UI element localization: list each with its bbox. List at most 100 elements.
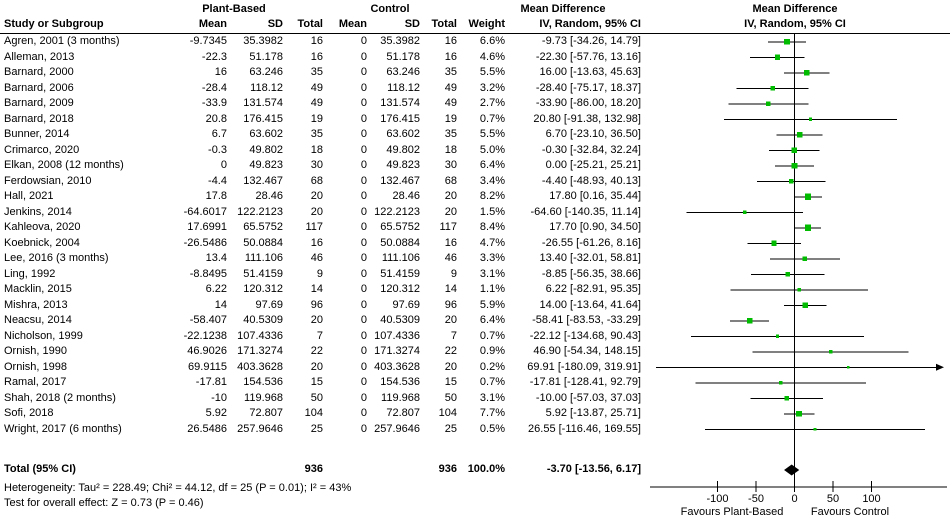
plant-sd: 49.802 [249,143,283,156]
overall-effect-note: Test for overall effect: Z = 0.73 (P = 0… [4,497,204,509]
study-name: Barnard, 2006 [4,81,74,94]
col-plant-total: Total [297,18,323,30]
point-estimate-marker [784,38,790,45]
md-ci-text: 20.80 [-91.38, 132.98] [533,112,641,125]
control-total: 46 [444,252,457,264]
control-sd: 63.246 [386,66,420,78]
control-total: 14 [444,283,457,295]
study-name: Jenkins, 2014 [4,205,72,218]
plant-mean: 0 [220,159,227,171]
control-sd: 132.467 [380,174,420,187]
weight: 5.0% [479,143,505,156]
clipped-right-arrow-icon [936,363,944,371]
md-ci-text: 14.00 [-13.64, 41.64] [539,298,641,311]
control-sd: 65.5752 [380,221,420,233]
control-mean: 0 [360,391,367,404]
plant-total: 20 [310,360,323,373]
study-name: Bunner, 2014 [4,128,70,140]
plant-mean: -8.8495 [189,267,227,280]
study-row: Koebnick, 2004 -26.5486 50.0884 16 0 50.0884 1… [0,236,641,252]
col-plant-sd: SD [267,18,283,30]
point-estimate-marker [779,381,783,385]
plant-sd: 65.5752 [243,221,283,233]
point-estimate-marker [770,85,775,91]
control-total: 117 [439,221,457,233]
tick-label: -50 [748,493,764,505]
plant-sd: 107.4336 [237,329,283,342]
control-sd: 72.807 [386,407,420,419]
weight: 3.3% [479,252,505,264]
plant-total: 19 [310,112,323,125]
plant-total: 104 [304,407,323,419]
plant-total: 30 [310,159,323,171]
control-mean: 0 [360,314,367,326]
study-row: Ling, 1992 -8.8495 51.4159 9 0 51.4159 9 3.1% -8… [0,267,641,283]
header-md-title-text: Mean Difference [520,3,606,15]
study-row: Wright, 2017 (6 months) 26.5486 257.9646 25… [0,422,641,438]
plant-sd: 118.12 [250,81,283,94]
plant-sd: 111.106 [244,252,283,264]
weight: 0.7% [479,112,505,125]
plant-mean: -22.1238 [183,329,227,342]
plant-sd: 97.69 [255,298,283,311]
control-total: 104 [438,407,457,419]
point-estimate-marker [775,334,780,338]
control-total: 7 [450,329,457,342]
header-md-title-plot: Mean Difference [752,3,838,15]
md-ci-text: 6.22 [-82.91, 95.35] [545,283,641,295]
control-mean: 0 [360,97,367,109]
control-total: 9 [450,267,457,280]
md-ci-text: -9.73 [-34.26, 14.79] [541,35,641,47]
plant-total: 35 [310,66,323,78]
plant-sd: 120.312 [243,283,283,295]
study-name: Macklin, 2015 [4,283,72,295]
study-row: Shah, 2018 (2 months) -10 119.968 50 0 119.96… [0,391,641,407]
plant-mean: -64.6017 [183,205,227,218]
control-sd: 50.0884 [380,236,420,249]
control-sd: 257.9646 [374,422,420,435]
study-row: Agren, 2001 (3 months) -9.7345 35.3982 16 0 3… [0,34,641,50]
point-estimate-marker [808,117,813,121]
plant-mean: 69.9115 [188,360,227,373]
md-ci-text: 17.80 [0.16, 35.44] [549,190,641,202]
total-row: Total (95% CI) 936 936 100.0% -3.70 [-13… [0,462,641,478]
column-header-row: Study or Subgroup Mean SD Total Mean SD … [0,17,641,32]
point-estimate-marker [847,365,850,369]
control-total: 49 [444,81,457,94]
point-estimate-marker [804,70,810,76]
control-mean: 0 [360,329,367,342]
study-name: Elkan, 2008 (12 months) [4,159,124,171]
control-mean: 0 [360,81,367,94]
col-md-method: IV, Random, 95% CI [539,18,641,30]
plant-mean: -58.407 [189,314,227,326]
study-row: Kahleova, 2020 17.6991 65.5752 117 0 65.5752 1… [0,220,641,236]
plant-sd: 122.2123 [237,205,283,218]
control-total: 20 [444,360,457,373]
favours-right-label: Favours Control [811,506,889,518]
total-plant-n: 936 [304,463,323,475]
study-row: Alleman, 2013 -22.3 51.178 16 0 51.178 16 4.6% -… [0,50,641,66]
weight: 8.4% [479,221,505,233]
heterogeneity-note: Heterogeneity: Tau² = 228.49; Chi² = 44.… [4,482,352,494]
plant-total: 68 [310,174,323,187]
study-row: Barnard, 2018 20.8 176.415 19 0 176.415 19 0.7%… [0,112,641,128]
plant-mean: 6.7 [211,128,227,140]
control-mean: 0 [360,112,367,125]
control-mean: 0 [360,221,367,233]
control-sd: 154.536 [380,376,420,388]
weight: 6.6% [479,35,505,47]
plant-sd: 72.807 [249,407,283,419]
plant-total: 15 [310,376,323,388]
md-ci-text: -10.00 [-57.03, 37.03] [535,391,641,404]
plant-mean: 20.8 [205,112,227,125]
point-estimate-marker [797,288,802,292]
point-estimate-marker [796,410,803,417]
tick-label: 100 [862,493,880,505]
study-name: Ornish, 1990 [4,345,67,357]
study-row: Hall, 2021 17.8 28.46 20 0 28.46 20 8.2% 17.80 [… [0,189,641,205]
plant-mean: 26.5486 [187,422,227,435]
md-ci-text: 16.00 [-13.63, 45.63] [539,66,641,78]
spacer [323,462,367,478]
weight: 0.7% [479,329,505,342]
